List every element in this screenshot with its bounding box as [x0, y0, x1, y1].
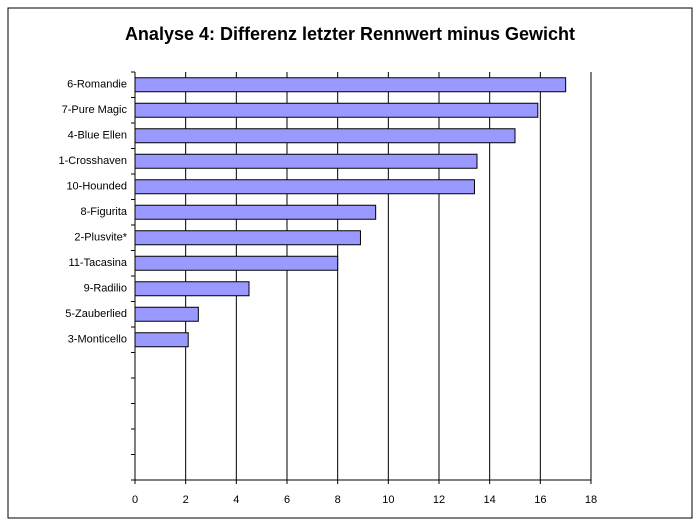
x-tick-label: 8	[335, 494, 341, 506]
bar	[134, 255, 339, 271]
y-tick-label: 5-Zauberlied	[65, 308, 127, 320]
y-tick-label: 2-Plusvite*	[74, 232, 127, 244]
y-tick-label: 4-Blue Ellen	[68, 130, 127, 142]
bar	[134, 281, 250, 297]
x-tick-label: 2	[183, 494, 189, 506]
bar	[134, 128, 516, 144]
y-tick-label: 8-Figurita	[81, 206, 128, 218]
chart-frame	[7, 7, 693, 519]
chart-title: Analyse 4: Differenz letzter Rennwert mi…	[125, 24, 575, 44]
x-tick-label: 6	[284, 494, 290, 506]
x-tick-label: 18	[585, 494, 597, 506]
bar	[134, 332, 189, 348]
y-tick-label: 6-Romandie	[67, 79, 127, 91]
x-tick-label: 0	[132, 494, 138, 506]
bar	[134, 230, 361, 246]
y-tick-label: 11-Tacasina	[69, 257, 128, 269]
x-tick-label: 12	[433, 494, 445, 506]
y-tick-label: 10-Hounded	[66, 181, 127, 193]
bar	[134, 153, 478, 169]
bar	[134, 306, 199, 322]
y-tick-label: 1-Crosshaven	[59, 155, 127, 167]
bar	[134, 179, 475, 195]
x-tick-label: 10	[382, 494, 394, 506]
x-tick-label: 4	[233, 494, 239, 506]
bar	[134, 204, 377, 220]
x-tick-label: 14	[484, 494, 496, 506]
bar	[134, 102, 539, 118]
y-tick-label: 7-Pure Magic	[62, 104, 128, 116]
x-tick-label: 16	[534, 494, 546, 506]
bar	[134, 77, 567, 93]
y-tick-label: 9-Radilio	[84, 283, 127, 295]
y-tick-label: 3-Monticello	[68, 334, 127, 346]
